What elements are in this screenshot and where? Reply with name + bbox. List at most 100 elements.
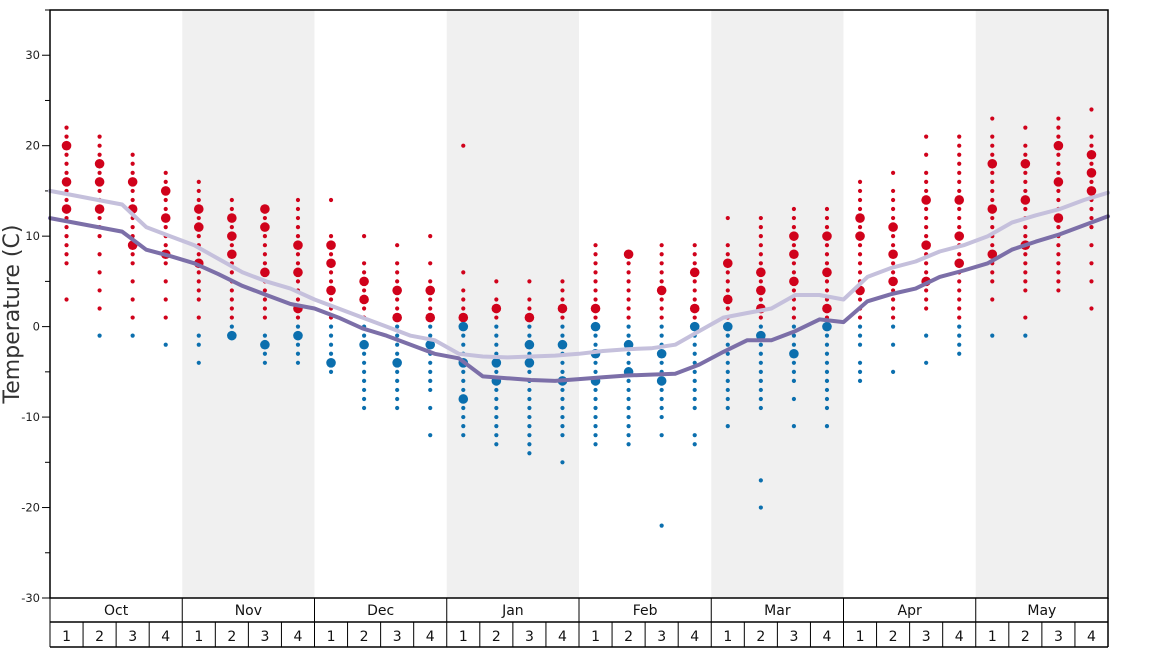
warm-dot xyxy=(890,315,896,320)
warm-dot xyxy=(626,306,631,311)
cold-dot xyxy=(494,369,499,374)
warm-dot xyxy=(428,297,433,302)
cold-dot xyxy=(527,442,532,447)
week-label: 1 xyxy=(62,629,71,645)
warm-dot xyxy=(924,306,929,311)
cold-dot xyxy=(527,451,532,456)
week-label: 4 xyxy=(294,629,303,645)
warm-dot xyxy=(855,231,865,241)
cold-dot xyxy=(395,351,400,356)
cold-dot xyxy=(97,333,102,338)
warm-dot xyxy=(1023,270,1028,275)
warm-dot xyxy=(196,279,201,284)
cold-dot xyxy=(494,387,499,393)
cold-dot xyxy=(196,342,201,347)
cold-dot xyxy=(527,414,532,420)
warm-dot xyxy=(1056,134,1061,139)
warm-dot xyxy=(789,276,799,287)
warm-dot xyxy=(64,297,69,302)
warm-dot xyxy=(924,288,929,293)
warm-dot xyxy=(758,297,763,302)
cold-dot xyxy=(758,351,763,356)
cold-dot xyxy=(725,405,730,411)
warm-dot xyxy=(1023,125,1028,130)
warm-dot xyxy=(659,252,664,257)
warm-dot xyxy=(593,297,598,302)
warm-dot xyxy=(824,206,830,212)
warm-dot xyxy=(791,261,797,266)
cold-dot xyxy=(725,378,730,383)
cold-dot xyxy=(494,351,499,356)
cold-dot xyxy=(428,433,433,438)
cold-dot xyxy=(428,333,433,338)
cold-dot xyxy=(560,360,565,365)
warm-dot xyxy=(921,240,931,250)
warm-dot xyxy=(659,261,664,266)
cold-dot xyxy=(890,369,896,374)
cold-dot xyxy=(824,360,830,365)
warm-dot xyxy=(163,170,168,175)
warm-dot xyxy=(990,279,995,284)
warm-dot xyxy=(593,252,598,257)
cold-dot xyxy=(395,378,400,383)
cold-dot xyxy=(626,324,631,329)
warm-dot xyxy=(857,243,863,248)
warm-dot xyxy=(1053,177,1064,187)
cold-dot xyxy=(461,405,466,411)
warm-dot xyxy=(1089,161,1094,166)
warm-dot xyxy=(196,288,201,293)
cold-dot xyxy=(395,369,400,374)
cold-dot xyxy=(560,396,565,402)
warm-dot xyxy=(1023,234,1028,239)
warm-dot xyxy=(260,204,270,214)
warm-dot xyxy=(1089,225,1094,230)
warm-dot xyxy=(64,261,69,266)
cold-dot xyxy=(428,360,433,365)
cold-dot xyxy=(626,351,631,356)
warm-dot xyxy=(494,315,499,320)
warm-dot xyxy=(659,279,664,284)
cold-dot xyxy=(857,378,863,383)
y-tick-label: 0 xyxy=(33,320,40,334)
cold-dot xyxy=(626,378,631,383)
week-label: 3 xyxy=(525,629,534,645)
cold-dot xyxy=(824,342,830,347)
cold-dot xyxy=(890,342,896,347)
warm-dot xyxy=(227,249,237,260)
warm-dot xyxy=(626,315,631,320)
week-label: 1 xyxy=(194,629,203,645)
warm-dot xyxy=(196,197,201,203)
warm-dot xyxy=(659,306,664,311)
cold-dot xyxy=(461,369,466,374)
cold-dot xyxy=(163,342,168,347)
y-tick-label: -20 xyxy=(21,501,40,515)
warm-dot xyxy=(659,315,664,320)
cold-dot xyxy=(328,324,334,329)
month-shading xyxy=(182,10,1108,598)
cold-dot xyxy=(593,424,598,429)
warm-dot xyxy=(890,206,896,212)
cold-dot xyxy=(656,348,667,359)
warm-dot xyxy=(295,252,301,257)
cold-dot xyxy=(361,333,367,338)
warm-dot xyxy=(689,303,700,314)
cold-dot xyxy=(626,424,631,429)
warm-dot xyxy=(425,312,436,323)
cold-dot xyxy=(857,342,863,347)
warm-dot xyxy=(924,261,929,266)
warm-dot xyxy=(924,188,929,194)
week-label: 4 xyxy=(690,629,699,645)
warm-dot xyxy=(560,288,565,293)
cold-dot xyxy=(295,342,301,347)
warm-dot xyxy=(1089,107,1094,112)
warm-dot xyxy=(924,215,929,221)
warm-dot xyxy=(196,215,201,221)
warm-dot xyxy=(924,206,929,212)
cold-dot xyxy=(824,351,830,356)
warm-dot xyxy=(957,297,962,302)
cold-dot xyxy=(725,333,730,338)
warm-dot xyxy=(491,303,502,314)
warm-dot xyxy=(163,197,168,203)
cold-dot xyxy=(692,396,697,402)
week-label: 4 xyxy=(955,629,964,645)
